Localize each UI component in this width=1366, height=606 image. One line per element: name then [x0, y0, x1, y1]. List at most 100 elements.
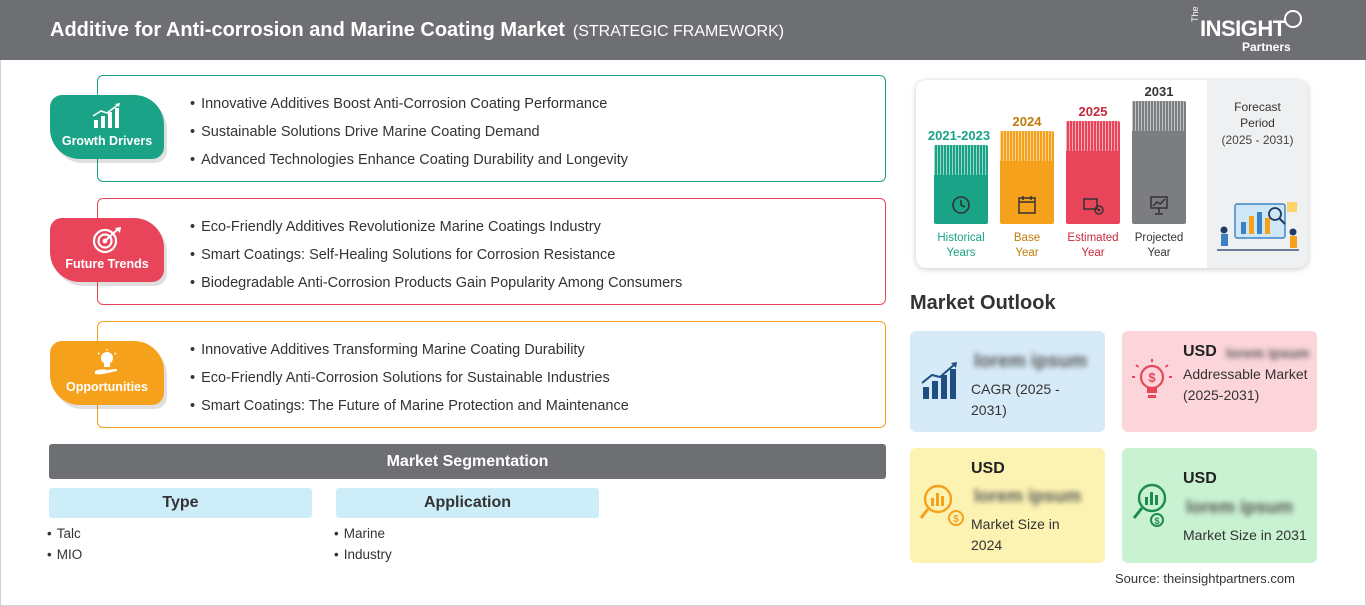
base-caption: Base Year — [992, 231, 1062, 261]
history-clock-icon — [952, 196, 970, 214]
cagr-caption: CAGR (2025 - 2031) — [971, 381, 1060, 418]
projected-caption-1: Projected — [1134, 232, 1184, 244]
addressable-caption: Addressable Market (2025-2031) — [1183, 366, 1308, 403]
title-subtitle: (STRATEGIC FRAMEWORK) — [572, 23, 785, 40]
title-text: Additive for Anti-corrosion and Marine C… — [50, 19, 565, 41]
forecast-label-2: Period — [1240, 116, 1275, 130]
dollar-lightbulb-icon: $ — [1132, 359, 1172, 398]
bar-stripes — [1066, 121, 1120, 151]
list-item: Eco-Friendly Anti-Corrosion Solutions fo… — [190, 369, 629, 397]
bar-chart-growth-icon — [92, 103, 120, 128]
size-2024-usd: USD — [971, 460, 1005, 477]
insight-partners-logo[interactable]: The INSIGHT Partners — [1188, 6, 1308, 54]
logo-ring-icon — [1284, 10, 1302, 28]
svg-text:$: $ — [1148, 370, 1156, 385]
historical-caption-2: Years — [946, 247, 976, 259]
list-item: Marine — [334, 523, 392, 544]
logo-partners-text: Partners — [1242, 40, 1291, 54]
future-trends-label: Future Trends — [65, 257, 149, 271]
size-2024-value: lorem ipsum — [974, 486, 1082, 506]
list-item: Talc — [47, 523, 82, 544]
svg-text:$: $ — [1154, 516, 1159, 526]
historical-caption-1: Historical — [937, 232, 985, 244]
opportunities-label: Opportunities — [66, 380, 148, 394]
estimated-caption: Estimated Year — [1058, 231, 1128, 261]
cagr-card: lorem ipsum CAGR (2025 - 2031) — [910, 331, 1105, 432]
size-2031-value: lorem ipsum — [1186, 497, 1294, 517]
market-outlook-title: Market Outlook — [910, 292, 1056, 314]
list-item: Innovative Additives Transforming Marine… — [190, 341, 629, 369]
calendar-icon — [1018, 196, 1036, 214]
bar-stripes — [1000, 131, 1054, 161]
list-item: Smart Coatings: Self-Healing Solutions f… — [190, 246, 682, 274]
future-trends-list: Eco-Friendly Additives Revolutionize Mar… — [190, 218, 682, 302]
list-item: Advanced Technologies Enhance Coating Du… — [190, 151, 628, 179]
list-item: Biodegradable Anti-Corrosion Products Ga… — [190, 274, 682, 302]
money-search-icon: $ — [1132, 483, 1167, 527]
estimated-year-label: 2025 — [1078, 104, 1108, 119]
size-2024-caption: Market Size in 2024 — [971, 516, 1060, 553]
logo-the-text: The — [1190, 6, 1200, 22]
list-item: Eco-Friendly Additives Revolutionize Mar… — [190, 218, 682, 246]
addressable-market-card: $ USD lorem ipsum Addressable Market (20… — [1122, 331, 1317, 432]
lightbulb-hand-icon — [95, 349, 118, 375]
timeline-panel: 2021-2023 Historical Years 2024 Base Yea… — [916, 80, 1308, 268]
opportunities-badge: Opportunities — [50, 341, 164, 405]
segment-application-heading: Application — [336, 488, 599, 518]
forecast-period-panel: Forecast Period (2025 - 2031) — [1207, 80, 1308, 268]
market-segmentation-heading: Market Segmentation — [49, 444, 886, 479]
header-bar: Additive for Anti-corrosion and Marine C… — [0, 0, 1366, 60]
base-caption-1: Base — [1013, 232, 1041, 244]
logo-insight-text: INSIGHT — [1200, 16, 1286, 41]
bar-stripes — [1132, 101, 1186, 131]
projected-caption: Projected Year — [1124, 231, 1194, 261]
historical-caption: Historical Years — [926, 231, 996, 261]
projected-bar — [1132, 101, 1186, 224]
market-size-2031-card: $ USD lorem ipsum Market Size in 2031 — [1122, 448, 1317, 563]
growth-drivers-list: Innovative Additives Boost Anti-Corrosio… — [190, 95, 628, 179]
size-2031-caption: Market Size in 2031 — [1183, 527, 1307, 543]
opportunities-panel: Innovative Additives Transforming Marine… — [97, 321, 886, 428]
segment-type-heading: Type — [49, 488, 312, 518]
estimated-bar — [1066, 121, 1120, 224]
forecast-range: (2025 - 2031) — [1221, 133, 1294, 147]
presentation-chart-icon — [1150, 196, 1168, 215]
source-credit: Source: theinsightpartners.com — [1115, 571, 1295, 586]
growth-chart-icon — [921, 362, 957, 399]
base-bar — [1000, 131, 1054, 224]
svg-text:$: $ — [953, 514, 959, 525]
future-trends-panel: Eco-Friendly Additives Revolutionize Mar… — [97, 198, 886, 305]
market-size-2024-card: $ USD lorem ipsum Market Size in 2024 — [910, 448, 1105, 563]
list-item: Sustainable Solutions Drive Marine Coati… — [190, 123, 628, 151]
target-icon — [92, 227, 121, 254]
addressable-value: lorem ipsum — [1226, 345, 1310, 361]
addressable-usd: USD — [1183, 343, 1217, 360]
base-caption-2: Year — [1015, 247, 1039, 259]
list-item: Smart Coatings: The Future of Marine Pro… — [190, 397, 629, 425]
estimate-gear-icon — [1083, 198, 1104, 215]
list-item: Innovative Additives Boost Anti-Corrosio… — [190, 95, 628, 123]
historical-bar — [934, 145, 988, 224]
base-year-label: 2024 — [1012, 114, 1042, 129]
historical-year-label: 2021-2023 — [927, 128, 991, 143]
page-title: Additive for Anti-corrosion and Marine C… — [50, 19, 784, 42]
future-trends-badge: Future Trends — [50, 218, 164, 282]
list-item: Industry — [334, 544, 392, 565]
list-item: MIO — [47, 544, 83, 565]
forecast-label-1: Forecast — [1234, 100, 1281, 114]
analytics-team-illustration-icon — [1217, 202, 1299, 251]
growth-drivers-label: Growth Drivers — [61, 134, 153, 148]
money-search-icon: $ — [919, 484, 964, 526]
projected-caption-2: Year — [1147, 247, 1171, 259]
opportunities-list: Innovative Additives Transforming Marine… — [190, 341, 629, 425]
growth-drivers-panel: Innovative Additives Boost Anti-Corrosio… — [97, 75, 886, 182]
estimated-caption-1: Estimated — [1067, 232, 1119, 244]
size-2031-usd: USD — [1183, 470, 1217, 487]
projected-year-label: 2031 — [1144, 84, 1174, 99]
segment-application-list: Marine Industry — [334, 523, 392, 565]
bar-stripes — [934, 145, 988, 175]
segment-type-list: Talc MIO — [47, 523, 83, 565]
cagr-value: lorem ipsum — [974, 351, 1087, 372]
estimated-caption-2: Year — [1081, 247, 1105, 259]
forecast-label: Forecast Period — [1207, 99, 1308, 131]
